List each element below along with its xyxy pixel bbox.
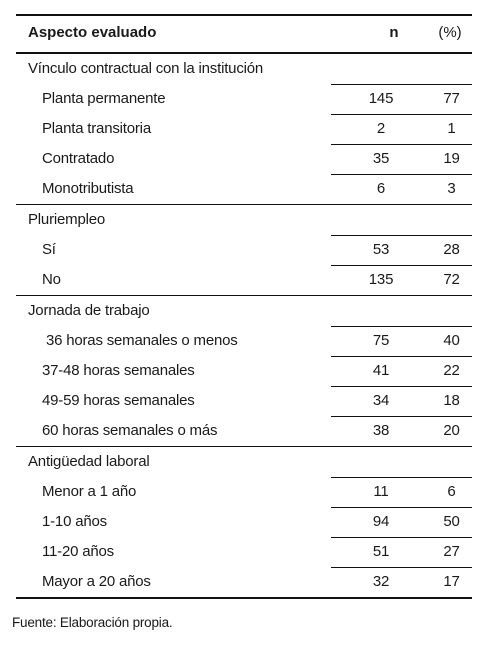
- table-row: Monotributista 6 3: [16, 174, 472, 204]
- row-label: Planta transitoria: [42, 120, 151, 137]
- row-divider: [331, 84, 472, 85]
- row-n: 2: [376, 120, 386, 137]
- group-vinculo: Vínculo contractual con la institución P…: [16, 54, 472, 205]
- data-table: Aspecto evaluado n (%) Vínculo contractu…: [16, 14, 472, 599]
- table-row: Contratado 35 19: [16, 144, 472, 174]
- row-label: 37-48 horas semanales: [42, 362, 195, 379]
- header-aspect: Aspecto evaluado: [28, 24, 157, 41]
- row-n: 94: [372, 513, 390, 530]
- table-row: Planta permanente 145 77: [16, 84, 472, 114]
- row-n: 53: [372, 241, 390, 258]
- row-n: 34: [372, 392, 390, 409]
- table-row: 60 horas semanales o más 38 20: [16, 416, 472, 446]
- table-row: Menor a 1 año 11 6: [16, 477, 472, 507]
- row-label: 1-10 años: [42, 513, 107, 530]
- group-title: Antigüedad laboral: [28, 453, 150, 470]
- row-label: Menor a 1 año: [42, 483, 137, 500]
- row-divider: [331, 537, 472, 538]
- row-label: 49-59 horas semanales: [42, 392, 195, 409]
- header-percent: (%): [438, 24, 462, 41]
- row-percent: 19: [443, 150, 460, 167]
- row-label: Monotributista: [42, 180, 134, 197]
- row-percent: 22: [443, 362, 460, 379]
- row-label: 60 horas semanales o más: [42, 422, 218, 439]
- row-n: 35: [372, 150, 390, 167]
- row-divider: [331, 235, 472, 236]
- table-header: Aspecto evaluado n (%): [16, 14, 472, 54]
- table-row: 37-48 horas semanales 41 22: [16, 356, 472, 386]
- row-divider: [331, 567, 472, 568]
- group-pluriempleo: Pluriempleo Sí 53 28 No 135 72: [16, 205, 472, 296]
- row-label: Planta permanente: [42, 90, 166, 107]
- row-percent: 28: [443, 241, 460, 258]
- table-row: 36 horas semanales o menos 75 40: [16, 326, 472, 356]
- row-percent: 77: [443, 90, 460, 107]
- row-n: 11: [373, 483, 389, 500]
- header-n: n: [389, 24, 399, 41]
- row-n: 135: [368, 271, 394, 288]
- table-row: 49-59 horas semanales 34 18: [16, 386, 472, 416]
- row-divider: [331, 416, 472, 417]
- row-divider: [331, 326, 472, 327]
- row-divider: [331, 265, 472, 266]
- row-label: No: [42, 271, 61, 288]
- row-label: 36 horas semanales o menos: [42, 332, 238, 349]
- row-divider: [331, 144, 472, 145]
- row-percent: 3: [447, 180, 456, 197]
- row-divider: [331, 386, 472, 387]
- row-percent: 1: [447, 120, 456, 137]
- row-n: 145: [368, 90, 394, 107]
- group-title: Pluriempleo: [28, 211, 106, 228]
- row-percent: 50: [443, 513, 460, 530]
- table-row: No 135 72: [16, 265, 472, 295]
- row-percent: 17: [443, 573, 460, 590]
- row-divider: [331, 114, 472, 115]
- row-percent: 72: [443, 271, 460, 288]
- row-label: Contratado: [42, 150, 115, 167]
- row-percent: 27: [443, 543, 460, 560]
- group-title: Vínculo contractual con la institución: [28, 60, 264, 77]
- row-n: 75: [372, 332, 390, 349]
- table-row: Mayor a 20 años 32 17: [16, 567, 472, 597]
- row-n: 41: [372, 362, 390, 379]
- source-note: Fuente: Elaboración propia.: [12, 615, 173, 630]
- row-n: 51: [372, 543, 390, 560]
- row-label: 11-20 años: [42, 543, 114, 560]
- row-n: 38: [372, 422, 390, 439]
- row-percent: 20: [443, 422, 460, 439]
- row-n: 6: [376, 180, 386, 197]
- row-percent: 6: [447, 483, 456, 500]
- row-label: Mayor a 20 años: [42, 573, 151, 590]
- row-divider: [331, 477, 472, 478]
- row-n: 32: [372, 573, 390, 590]
- table-row: Planta transitoria 2 1: [16, 114, 472, 144]
- row-percent: 40: [443, 332, 460, 349]
- group-jornada: Jornada de trabajo 36 horas semanales o …: [16, 296, 472, 447]
- table-row: 11-20 años 51 27: [16, 537, 472, 567]
- row-divider: [331, 507, 472, 508]
- row-divider: [331, 356, 472, 357]
- group-title: Jornada de trabajo: [28, 302, 150, 319]
- row-percent: 18: [443, 392, 460, 409]
- table-row: Sí 53 28: [16, 235, 472, 265]
- group-antiguedad: Antigüedad laboral Menor a 1 año 11 6 1-…: [16, 447, 472, 599]
- row-divider: [331, 174, 472, 175]
- table-row: 1-10 años 94 50: [16, 507, 472, 537]
- row-label: Sí: [42, 241, 56, 258]
